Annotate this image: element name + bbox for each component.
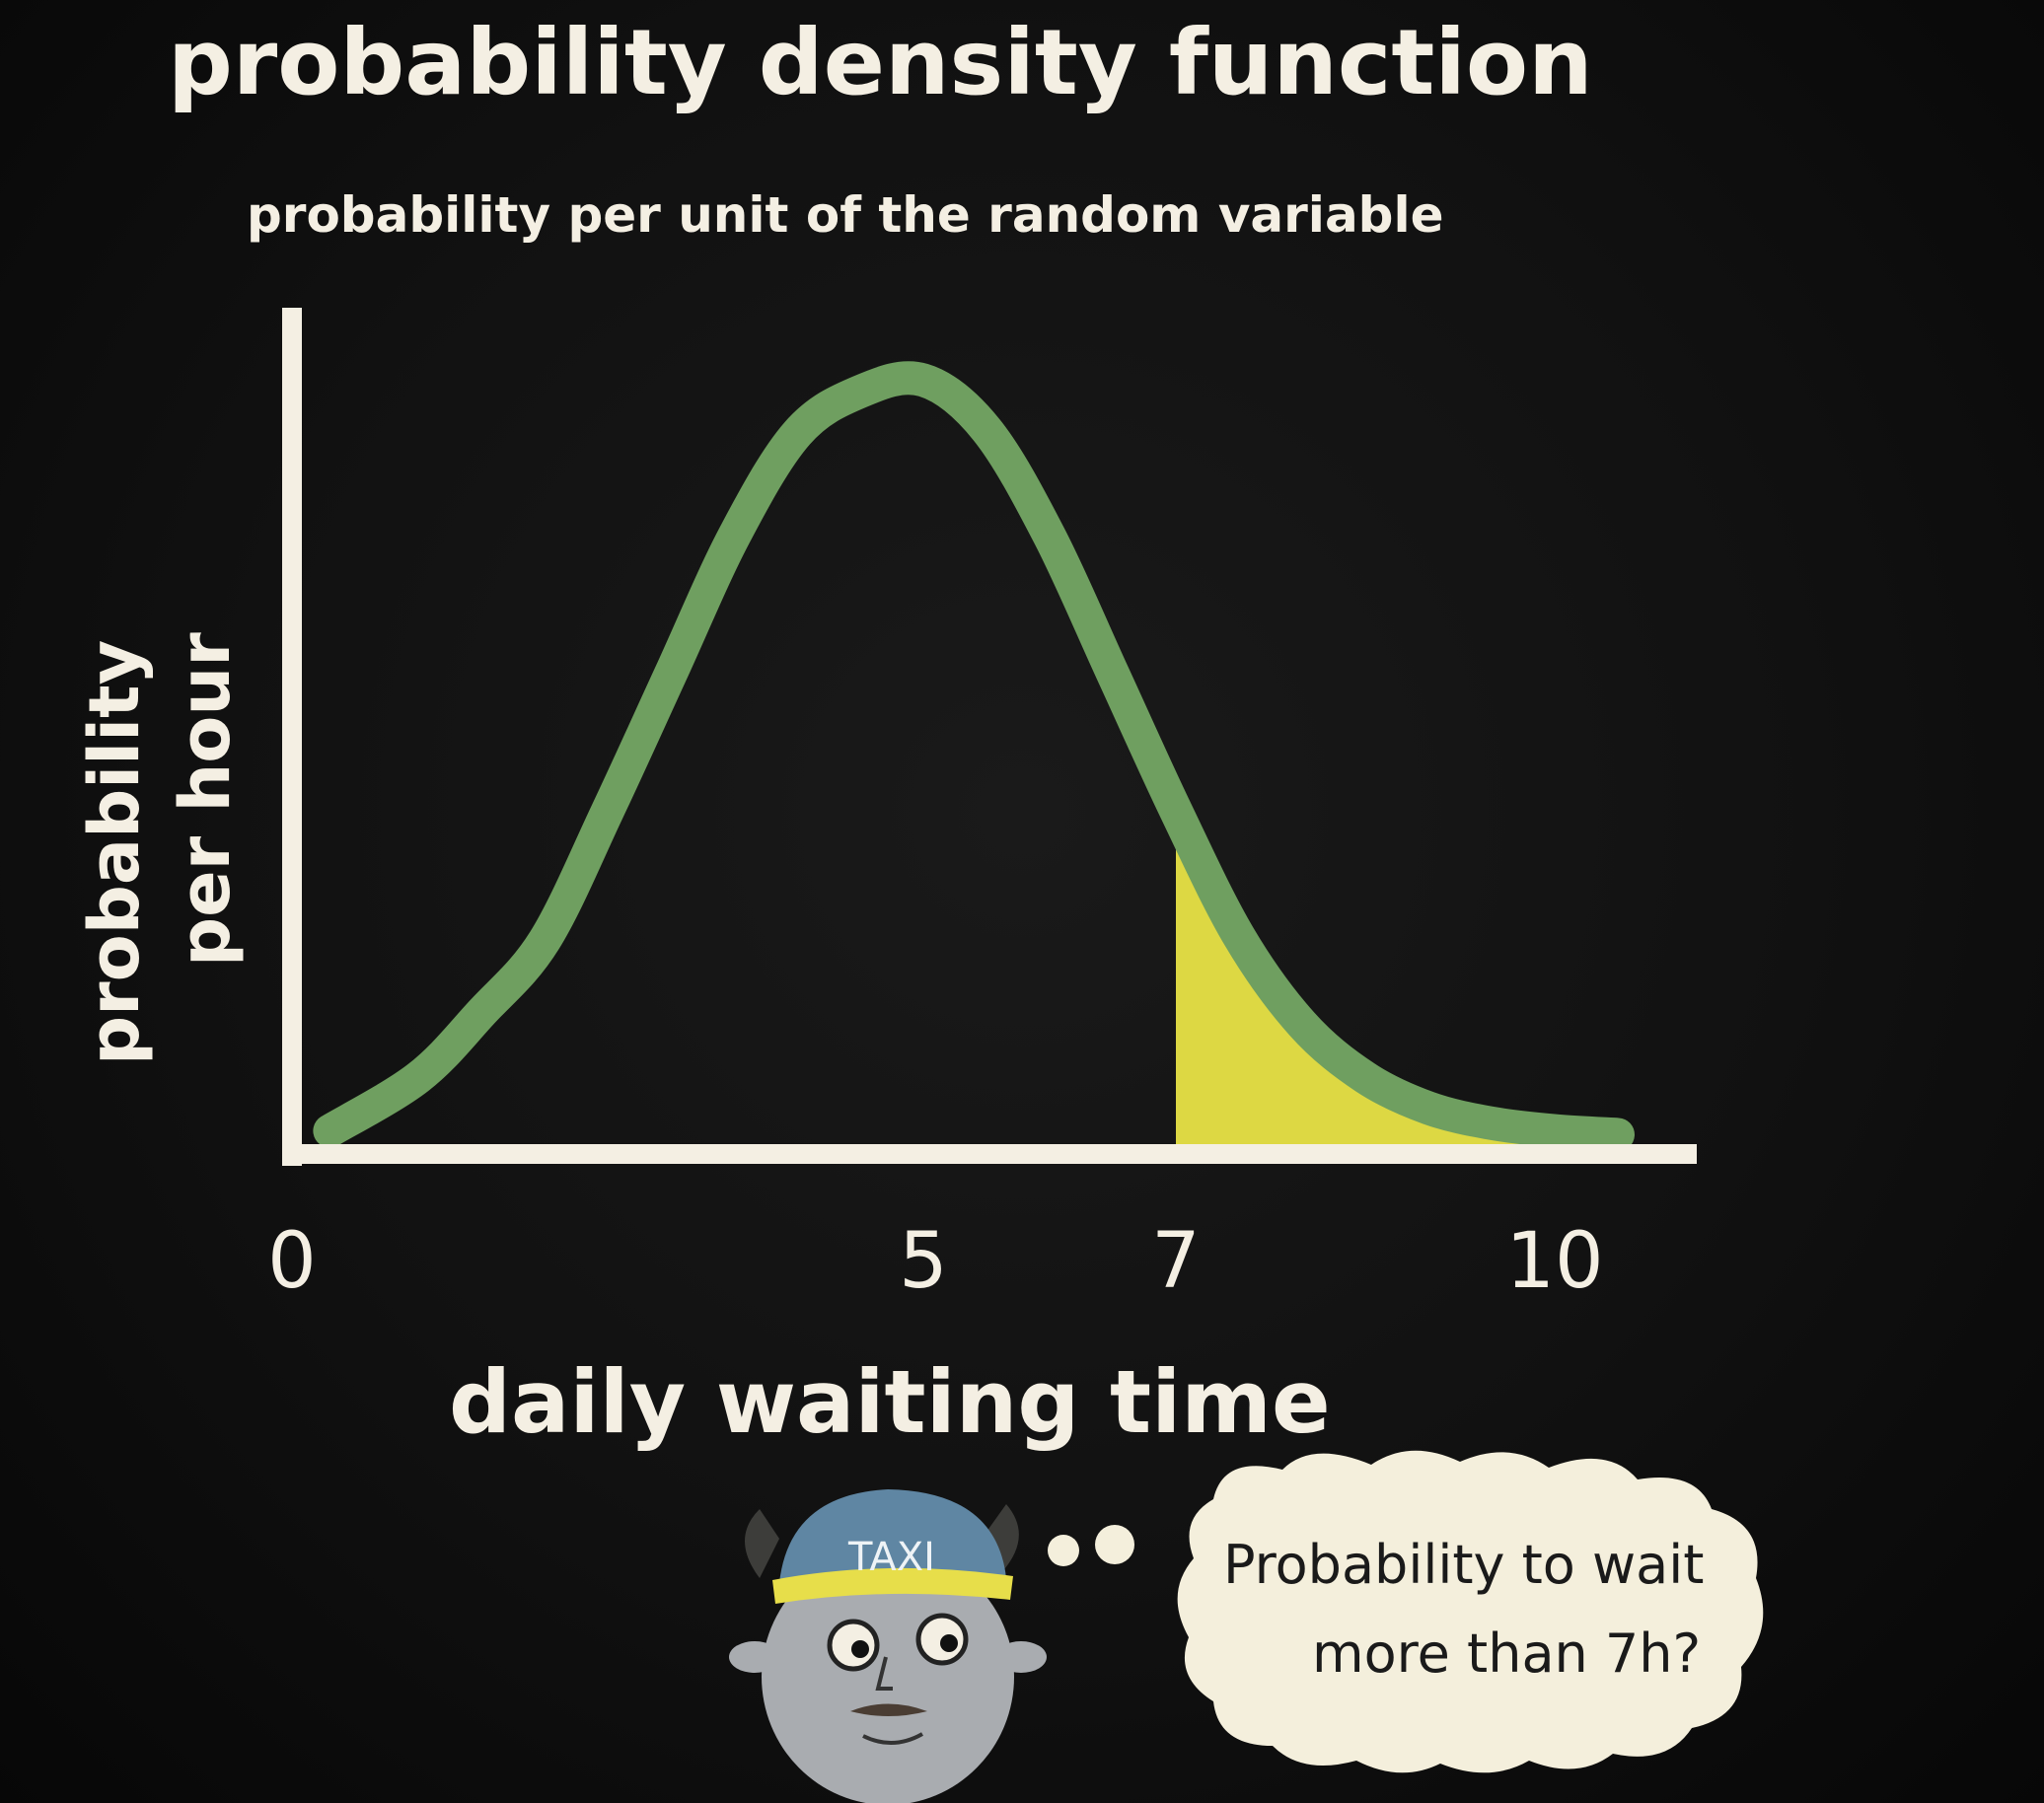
mustache — [850, 1703, 927, 1716]
taxi-cap-label: TAXI — [847, 1535, 935, 1580]
curve-layer — [313, 361, 1635, 1152]
left-pupil — [851, 1640, 869, 1658]
tick-layer: 0 5 7 10 — [267, 1217, 1603, 1306]
density-curve — [313, 361, 1635, 1152]
axes-layer — [282, 308, 1697, 1166]
thought-dot-1 — [1048, 1535, 1079, 1566]
nose — [875, 1656, 893, 1691]
thought-bubble-shape — [1177, 1450, 1764, 1773]
mouth — [862, 1732, 923, 1746]
x-tick-label-5: 5 — [899, 1217, 948, 1306]
thought-dot-2 — [1095, 1525, 1134, 1564]
chart-subtitle: probability per unit of the random varia… — [247, 186, 1444, 244]
chart-title: probability density function — [168, 10, 1593, 115]
y-axis-label-line-1: probability — [74, 640, 155, 1065]
x-axis-label: daily waiting time — [449, 1351, 1331, 1453]
right-pupil — [940, 1634, 958, 1652]
y-axis-label-line-2: per hour — [165, 632, 246, 967]
thought-line-2: more than 7h? — [1312, 1623, 1701, 1685]
taxi-driver-character: TAXI — [729, 1489, 1047, 1803]
thought-bubble: Probability to wait more than 7h? — [1177, 1450, 1764, 1773]
x-tick-label-0: 0 — [267, 1217, 317, 1306]
x-tick-label-7: 7 — [1151, 1217, 1201, 1306]
driver-face — [762, 1549, 1014, 1803]
taxi-cap-band — [772, 1567, 1013, 1604]
thought-line-1: Probability to wait — [1223, 1534, 1704, 1596]
shaded-tail-layer — [1176, 811, 1618, 1154]
shaded-tail-area — [1176, 811, 1618, 1154]
x-tick-label-10: 10 — [1505, 1217, 1603, 1306]
y-axis-label: probability per hour — [74, 632, 246, 1065]
taxi-cap — [779, 1489, 1006, 1583]
